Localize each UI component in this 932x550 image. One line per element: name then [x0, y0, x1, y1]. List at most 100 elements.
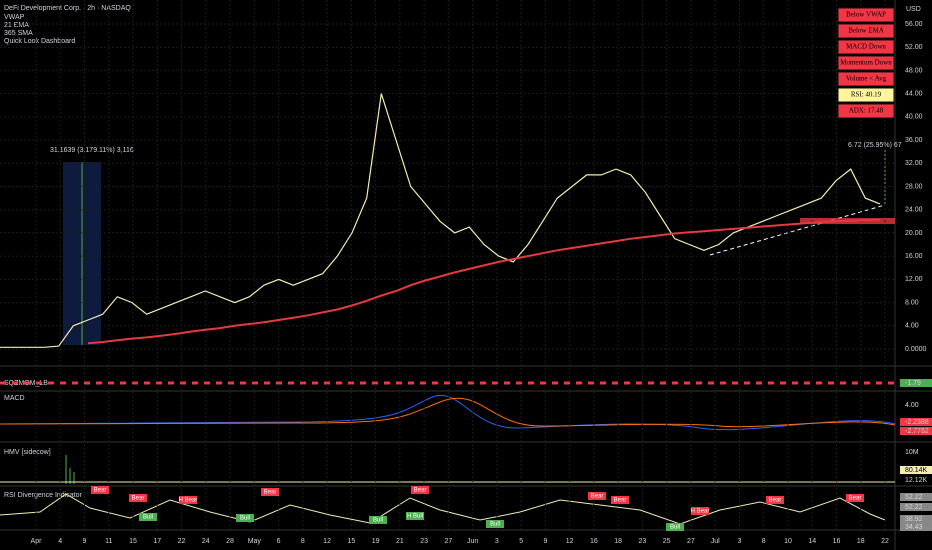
- signal-text: Bull: [490, 522, 500, 528]
- x-tick-label: 24: [202, 538, 210, 545]
- x-tick-label: 3: [738, 538, 742, 545]
- y-tick-label: 32.00: [905, 160, 923, 167]
- y-tick-label: 20.00: [905, 230, 923, 237]
- signal-tag: [588, 492, 606, 500]
- x-tick-label: 27: [687, 538, 695, 545]
- x-tick-label: 23: [639, 538, 647, 545]
- signal-text: Bull: [670, 525, 680, 531]
- x-tick-label: 21: [396, 538, 404, 545]
- panel-label: 80.14K: [905, 467, 928, 474]
- x-tick-label: 8: [762, 538, 766, 545]
- dashboard-text: Below EMA: [848, 27, 884, 35]
- signal-text: Bull: [240, 516, 250, 522]
- y-tick-label: 24.00: [905, 207, 923, 214]
- indicator-name: 21 EMA: [4, 22, 29, 29]
- x-tick-label: 8: [301, 538, 305, 545]
- x-tick-label: 18: [857, 538, 865, 545]
- x-tick-label: May: [248, 538, 262, 545]
- dashboard-cell: [837, 39, 895, 55]
- x-tick-label: Apr: [31, 538, 43, 545]
- x-tick-label: 18: [614, 538, 622, 545]
- signal-tag: [179, 496, 197, 504]
- y-tick-label: 28.00: [905, 183, 923, 190]
- panel-label: 52.22: [905, 504, 923, 511]
- panel-label: 38.92: [905, 516, 923, 523]
- y-tick-label: 56.00: [905, 21, 923, 28]
- value-tag: [900, 427, 932, 435]
- signal-text: Bear: [769, 498, 782, 504]
- signal-tag: [129, 494, 147, 502]
- x-tick-label: 25: [663, 538, 671, 545]
- dashboard-text: MACD Down: [846, 43, 886, 51]
- x-tick-label: 19: [372, 538, 380, 545]
- value-tag: [900, 515, 932, 523]
- dashboard-cell: [837, 103, 895, 119]
- signal-text: Bear: [591, 494, 604, 500]
- signal-tag: [261, 488, 279, 496]
- indicator-name: Quick Look Dashboard: [4, 38, 75, 45]
- signal-tag: [766, 496, 784, 504]
- annotation: 6.72 (25.95%) 67: [848, 142, 902, 149]
- y-tick-label: 52.00: [905, 44, 923, 51]
- x-tick-label: 15: [347, 538, 355, 545]
- signal-tag: [369, 516, 387, 524]
- signal-text: Bull: [373, 518, 383, 524]
- rsi-line: [0, 493, 886, 525]
- value-tag: [900, 418, 932, 426]
- y-tick-label: 44.00: [905, 90, 923, 97]
- dashboard-text: Below VWAP: [846, 11, 886, 19]
- x-tick-label: 16: [590, 538, 598, 545]
- x-tick-label: 12: [323, 538, 331, 545]
- x-tick-label: 27: [444, 538, 452, 545]
- x-tick-label: Jun: [467, 538, 478, 545]
- panel-label: 10M: [905, 449, 919, 456]
- signal-line: [0, 397, 896, 428]
- dashboard-cell: [837, 23, 895, 39]
- dashboard-text: ADX: 17.48: [849, 107, 884, 115]
- x-tick-label: 10: [784, 538, 792, 545]
- panel-label: 4.00: [905, 402, 919, 409]
- signal-tag: [91, 486, 109, 494]
- x-tick-label: 17: [153, 538, 161, 545]
- signal-text: Bear: [414, 488, 427, 494]
- signal-tag: [411, 486, 429, 494]
- x-tick-label: 14: [808, 538, 816, 545]
- y-tick-label: 16.00: [905, 253, 923, 260]
- signal-text: Bear: [132, 496, 145, 502]
- panel-label: -1.79: [905, 380, 921, 387]
- value-tag: [900, 466, 932, 474]
- dashboard-cell: [837, 55, 895, 71]
- panel-label: -2.7762: [905, 428, 929, 435]
- panel-title: MACD: [4, 395, 25, 402]
- signal-tag: [666, 523, 684, 531]
- y-tick-label: 0.0000: [905, 346, 927, 353]
- signal-text: Bear: [264, 490, 277, 496]
- value-tag: [900, 523, 932, 531]
- signal-text: Bear: [849, 496, 862, 502]
- trend-line: [709, 204, 886, 256]
- x-tick-label: 23: [420, 538, 428, 545]
- x-tick-label: 28: [226, 538, 234, 545]
- y-tick-label: 12.00: [905, 276, 923, 283]
- x-tick-label: 16: [833, 538, 841, 545]
- x-tick-label: 6: [277, 538, 281, 545]
- x-tick-label: 9: [543, 538, 547, 545]
- panel-title: RSI Divergence Indicator: [4, 492, 82, 499]
- series-line: [0, 93, 881, 348]
- x-tick-label: 22: [881, 538, 889, 545]
- y-tick-label: 40.00: [905, 114, 923, 121]
- x-tick-label: 15: [129, 538, 137, 545]
- dashboard-text: Momentum Down: [840, 59, 892, 67]
- signal-text: H Bear: [179, 498, 198, 504]
- dashboard-text: Volume < Avg: [846, 75, 887, 83]
- signal-tag: [139, 513, 157, 521]
- y-tick-label: 4.00: [905, 323, 919, 330]
- y-tick-label: 48.00: [905, 67, 923, 74]
- signal-tag: [236, 514, 254, 522]
- signal-tag: [846, 494, 864, 502]
- x-tick-label: 12: [566, 538, 574, 545]
- y-tick-label: 8.00: [905, 299, 919, 306]
- signal-tag: [406, 512, 424, 520]
- signal-text: Bull: [143, 515, 153, 521]
